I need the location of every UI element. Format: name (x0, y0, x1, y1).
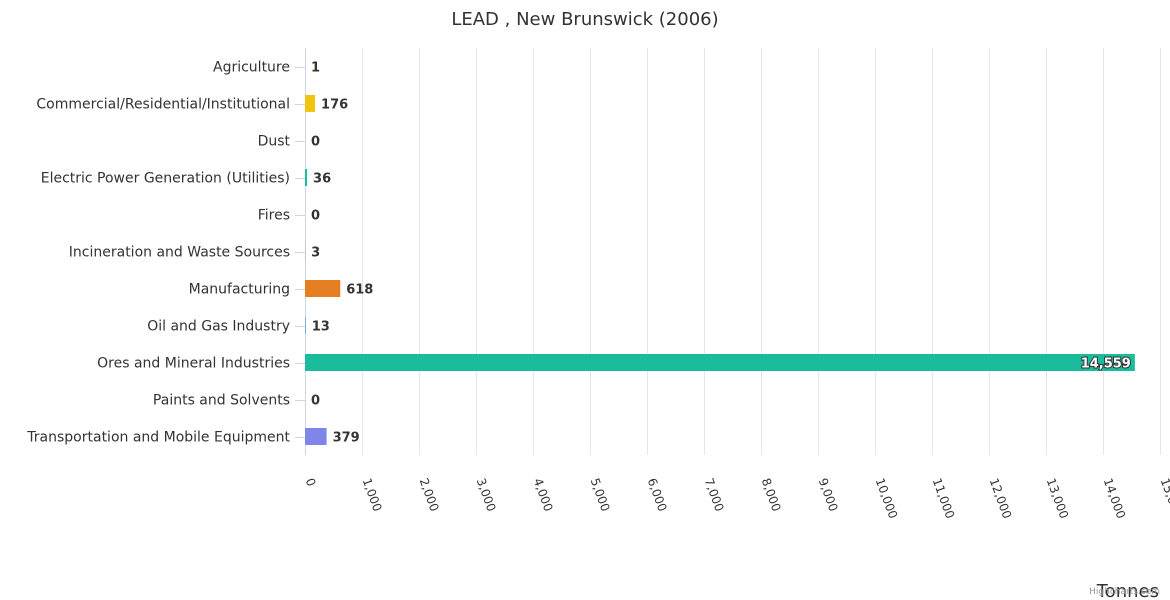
bar (305, 95, 316, 112)
x-tick-label: 2,000 (417, 476, 442, 513)
credits-link[interactable]: Highcharts.com (1089, 587, 1160, 597)
data-label: 0 (311, 135, 320, 150)
data-label: 13 (312, 320, 330, 335)
data-label: 0 (311, 209, 320, 224)
bar (305, 428, 327, 445)
data-label: 379 (333, 431, 360, 446)
category-label: Electric Power Generation (Utilities) (41, 171, 290, 187)
labels: 1 176 0 36 0 3 618 13 14,559 0 379 (311, 61, 1132, 446)
x-tick-label: 13,000 (1044, 476, 1072, 520)
category-label: Agriculture (213, 60, 290, 76)
category-label: Fires (258, 208, 290, 224)
x-tick-label: 14,000 (1101, 476, 1129, 520)
x-tick-label: 15,000 (1158, 476, 1170, 520)
x-tick-label: 8,000 (759, 476, 784, 513)
x-axis-title: Tonnes (1096, 581, 1159, 600)
data-label: 3 (311, 246, 320, 261)
x-tick-label: 3,000 (474, 476, 499, 513)
data-label: 36 (313, 172, 331, 187)
category-label: Oil and Gas Industry (147, 319, 290, 335)
chart-title: LEAD , New Brunswick (2006) (451, 9, 718, 30)
bar (305, 354, 1135, 371)
bars (305, 58, 1135, 445)
category-label: Transportation and Mobile Equipment (26, 430, 290, 446)
category-label: Paints and Solvents (153, 393, 290, 409)
bar (305, 280, 341, 297)
x-tick-label: 6,000 (645, 476, 670, 513)
x-tick-label: 5,000 (588, 476, 613, 513)
data-label: 1 (311, 61, 320, 76)
category-label: Commercial/Residential/Institutional (36, 97, 290, 113)
bar (305, 169, 308, 186)
x-tick-label: 7,000 (702, 476, 727, 513)
grid-lines (362, 48, 1161, 455)
x-tick-label: 1,000 (360, 476, 385, 513)
x-tick-label: 12,000 (987, 476, 1015, 520)
data-label: 618 (346, 283, 373, 298)
category-label: Manufacturing (189, 282, 290, 298)
x-tick-label: 9,000 (816, 476, 841, 513)
axes: 0 1,000 2,000 3,000 4,000 5,000 6,000 7,000 8,00… (26, 48, 1170, 520)
x-tick-label: 10,000 (873, 476, 901, 520)
data-label: 176 (321, 98, 348, 113)
data-label: 14,559 (1081, 357, 1131, 372)
x-tick-label: 0 (303, 476, 319, 488)
data-label: 0 (311, 394, 320, 409)
bar (305, 317, 306, 334)
category-label: Dust (258, 134, 291, 150)
category-label: Incineration and Waste Sources (69, 245, 290, 261)
x-tick-label: 11,000 (930, 476, 958, 520)
category-label: Ores and Mineral Industries (97, 356, 290, 372)
x-tick-label: 4,000 (531, 476, 556, 513)
